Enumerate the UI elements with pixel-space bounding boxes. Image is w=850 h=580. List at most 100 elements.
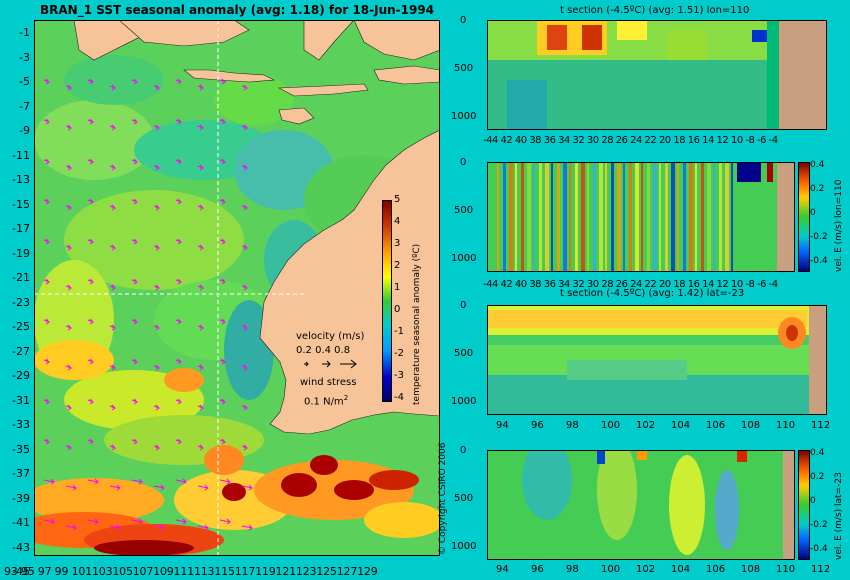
velocity-stripe [629, 162, 632, 272]
velocity-arrow [219, 238, 226, 245]
velocity-arrow [153, 484, 165, 491]
sst-colorbar-tick: 4 [394, 216, 401, 227]
velocity-arrow [43, 198, 50, 205]
wind-legend-title: wind stress [300, 377, 357, 388]
panel4-xtick: 96 [531, 564, 544, 575]
velocity-arrow [131, 398, 138, 405]
sst-colorbar-tick: -4 [394, 392, 404, 403]
lat-tick: -7 [19, 99, 30, 113]
velocity-arrow [131, 318, 138, 325]
lat-tick: -9 [19, 124, 30, 137]
velocity-arrow [219, 118, 226, 125]
velocity-arrow [109, 444, 116, 451]
velocity-arrow [219, 518, 231, 525]
panel4-xtick: 110 [776, 564, 796, 575]
velocity-stripe [689, 162, 693, 272]
velocity-arrow [241, 164, 248, 171]
velocity-arrow [65, 324, 72, 331]
velocity-arrow [153, 404, 160, 411]
velocity-legend: velocity (m/s) 0.2 0.4 0.8 [296, 332, 376, 370]
panel4-colorbar-tick: -0.2 [810, 520, 828, 530]
velocity-arrow [65, 204, 72, 211]
velocity-arrow [219, 478, 231, 485]
panel2-colorbar-label: vel. E (m/s) lon=110 [834, 179, 844, 272]
lat-tick: -23 [12, 295, 30, 309]
velocity-arrow [87, 198, 94, 205]
velocity-legend-values: 0.2 0.4 0.8 [296, 345, 351, 356]
velocity-arrow [197, 84, 204, 91]
velocity-stripe [683, 162, 686, 272]
velocity-stripe [611, 162, 614, 272]
velocity-arrow [65, 164, 72, 171]
velocity-arrow [109, 124, 116, 131]
velocity-arrow [197, 364, 204, 371]
velocity-arrow [219, 318, 226, 325]
velocity-stripe [581, 162, 585, 272]
panel4-xtick: 94 [496, 564, 509, 575]
velocity-arrow [153, 204, 160, 211]
panel3-xtick: 104 [671, 420, 691, 431]
velocity-arrow [219, 358, 226, 365]
panel2-colorbar-tick: 0.4 [810, 160, 825, 170]
velocity-arrow [219, 158, 226, 165]
panel3-xtick: 112 [811, 420, 831, 431]
panel2-section [487, 162, 795, 272]
panel1-ytick: 1000 [451, 111, 477, 122]
velocity-arrow [87, 358, 94, 365]
panel2-colorbar-tick: -0.2 [810, 232, 828, 242]
velocity-arrow [153, 444, 160, 451]
velocity-arrow [175, 278, 182, 285]
sst-colorbar-tick: -3 [394, 370, 404, 381]
velocity-stripe [605, 162, 607, 272]
sst-colorbar-tick: 3 [394, 238, 401, 249]
velocity-arrow [109, 364, 116, 371]
velocity-arrow [241, 244, 248, 251]
sst-map [34, 20, 440, 556]
velocity-arrow [175, 318, 182, 325]
velocity-arrow [65, 124, 72, 131]
panel3-xtick: 108 [741, 420, 761, 431]
velocity-stripe [713, 162, 715, 272]
velocity-stripe [641, 162, 643, 272]
velocity-stripe [623, 162, 625, 272]
velocity-arrow [43, 478, 55, 485]
velocity-arrow [153, 84, 160, 91]
velocity-stripe [593, 162, 596, 272]
velocity-arrow [109, 324, 116, 331]
panel3-xtick: 110 [776, 420, 796, 431]
lat-tick: -37 [12, 467, 30, 480]
velocity-arrow [241, 204, 248, 211]
sst-colorbar-tick: 5 [394, 194, 401, 205]
lat-tick: -45 [12, 565, 30, 578]
velocity-arrow [175, 398, 182, 405]
velocity-arrow [241, 364, 248, 371]
velocity-arrow [87, 158, 94, 165]
panel2-ytick: 1000 [451, 253, 477, 264]
velocity-arrow [109, 204, 116, 211]
panel4-colorbar: 0.4 0.2 0 -0.2 -0.4 vel. E (m/s) lat=-23 [798, 448, 848, 562]
lat-tick: -17 [12, 222, 30, 235]
lat-tick: -33 [12, 418, 30, 431]
velocity-arrow [219, 78, 226, 85]
sst-colorbar-tick: 2 [394, 260, 401, 271]
velocity-arrow [153, 284, 160, 291]
velocity-arrow [131, 158, 138, 165]
panel4-ytick: 1000 [451, 541, 477, 552]
sst-colorbar-tick: 1 [394, 282, 401, 293]
velocity-arrow [197, 164, 204, 171]
velocity-arrow [241, 444, 248, 451]
velocity-arrow [109, 484, 121, 491]
lat-tick: -35 [12, 442, 30, 456]
velocity-stripe [527, 162, 531, 272]
velocity-arrow [109, 84, 116, 91]
panel3-xtick: 100 [601, 420, 621, 431]
panel4-section [487, 450, 795, 560]
velocity-stripe [497, 162, 499, 272]
velocity-arrow [65, 404, 72, 411]
velocity-arrow [65, 364, 72, 371]
lat-tick: -21 [12, 271, 30, 284]
velocity-arrow [87, 318, 94, 325]
velocity-stripe [575, 162, 578, 272]
panel3-xtick: 102 [636, 420, 656, 431]
velocity-arrow [65, 444, 72, 451]
